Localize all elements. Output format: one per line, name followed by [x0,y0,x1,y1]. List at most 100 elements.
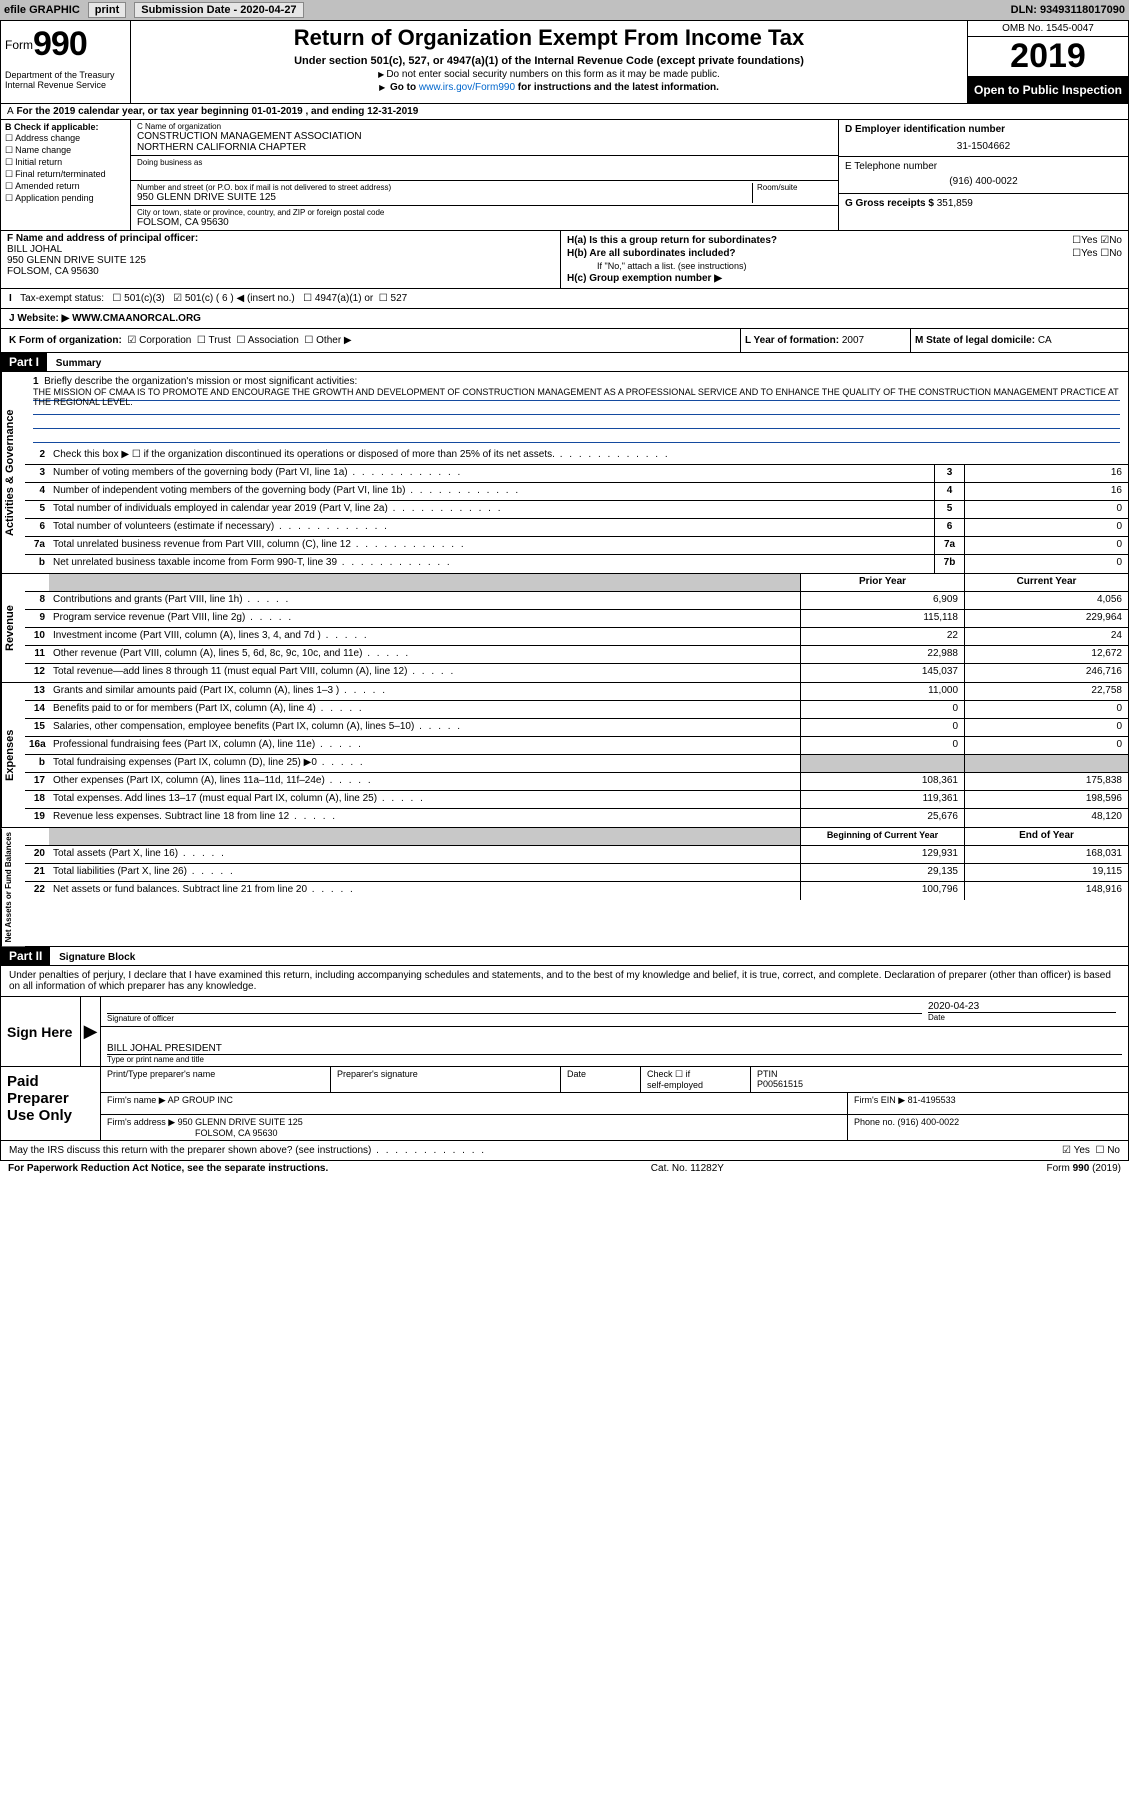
chk-assoc[interactable] [236,335,245,346]
dept-treasury: Department of the Treasury Internal Reve… [5,64,126,90]
fh-row: F Name and address of principal officer:… [1,231,1128,289]
dln: DLN: 93493118017090 [1011,4,1125,16]
table-row: 17Other expenses (Part IX, column (A), l… [25,773,1128,791]
gov-line: 6Total number of volunteers (estimate if… [25,519,1128,537]
hb-yes[interactable] [1072,248,1081,259]
discuss-yes[interactable] [1062,1145,1071,1156]
dba-block: Doing business as [131,156,838,181]
paid-preparer: Paid Preparer Use Only Print/Type prepar… [1,1066,1128,1141]
header-left: Form 990 Department of the Treasury Inte… [1,21,131,103]
hb-no[interactable] [1100,248,1109,259]
note-link: Go to www.irs.gov/Form990 for instructio… [135,82,963,93]
gov-line: bNet unrelated business taxable income f… [25,555,1128,573]
table-row: 9Program service revenue (Part VIII, lin… [25,610,1128,628]
table-row: 10Investment income (Part VIII, column (… [25,628,1128,646]
col-d: D Employer identification number 31-1504… [838,120,1128,230]
table-row: 11Other revenue (Part VIII, column (A), … [25,646,1128,664]
chk-corp[interactable] [127,335,136,346]
website-link[interactable]: WWW.CMAANORCAL.ORG [72,313,201,324]
mission-block: 1 Briefly describe the organization's mi… [25,372,1128,447]
chk-4947[interactable] [303,293,312,304]
table-row: 16aProfessional fundraising fees (Part I… [25,737,1128,755]
chk-trust[interactable] [197,335,206,346]
rev-section: Revenue Prior Year Current Year 8Contrib… [1,574,1128,683]
discuss-row: May the IRS discuss this return with the… [1,1141,1128,1160]
chk-amended[interactable]: Amended return [5,181,126,192]
footer: For Paperwork Reduction Act Notice, see … [0,1161,1129,1176]
side-net: Net Assets or Fund Balances [1,828,25,946]
sig-date: 2020-04-23 Date [922,999,1122,1024]
rev-header: Prior Year Current Year [25,574,1128,592]
line-a: A For the 2019 calendar year, or tax yea… [1,104,1128,120]
table-row: 21Total liabilities (Part X, line 26)29,… [25,864,1128,882]
table-row: 19Revenue less expenses. Subtract line 1… [25,809,1128,827]
chk-address[interactable]: Address change [5,133,126,144]
exp-section: Expenses 13Grants and similar amounts pa… [1,683,1128,828]
korg-row: K Form of organization: Corporation Trus… [1,329,1128,353]
form-title: Return of Organization Exempt From Incom… [135,25,963,51]
submission-date: Submission Date - 2020-04-27 [134,2,303,18]
chk-501c[interactable] [173,293,182,304]
irs-link[interactable]: www.irs.gov/Form990 [419,82,515,93]
tax-exempt-row: I Tax-exempt status: 501(c)(3) 501(c) ( … [1,289,1128,309]
part2-header: Part II Signature Block [1,947,1128,966]
chk-pending[interactable]: Application pending [5,193,126,204]
col-c: C Name of organization CONSTRUCTION MANA… [131,120,838,230]
gov-line: 2Check this box ▶ ☐ if the organization … [25,447,1128,465]
street-block: Number and street (or P.O. box if mail i… [131,181,838,206]
phone-block: E Telephone number (916) 400-0022 [839,157,1128,194]
table-row: 20Total assets (Part X, line 16)129,9311… [25,846,1128,864]
net-section: Net Assets or Fund Balances Beginning of… [1,828,1128,947]
chk-name[interactable]: Name change [5,145,126,156]
net-header: Beginning of Current Year End of Year [25,828,1128,846]
table-row: bTotal fundraising expenses (Part IX, co… [25,755,1128,773]
table-row: 18Total expenses. Add lines 13–17 (must … [25,791,1128,809]
tax-year: 2019 [968,37,1128,77]
form-number: 990 [33,25,87,64]
gross-block: G Gross receipts $ 351,859 [839,194,1128,230]
penalty-text: Under penalties of perjury, I declare th… [1,966,1128,996]
top-bar: efile GRAPHIC print Submission Date - 20… [0,0,1129,20]
chk-other[interactable] [304,335,313,346]
chk-initial[interactable]: Initial return [5,157,126,168]
gov-line: 3Number of voting members of the governi… [25,465,1128,483]
print-button[interactable]: print [88,2,126,18]
header-row: Form 990 Department of the Treasury Inte… [1,21,1128,104]
chk-527[interactable] [379,293,388,304]
table-row: 14Benefits paid to or for members (Part … [25,701,1128,719]
open-to-public: Open to Public Inspection [968,77,1128,103]
section-f: F Name and address of principal officer:… [1,231,561,288]
city-block: City or town, state or province, country… [131,206,838,230]
part1-header: Part I Summary [1,353,1128,372]
sign-arrow-icon: ▶ [81,997,101,1066]
form-word: Form [5,38,33,52]
discuss-no[interactable] [1095,1145,1104,1156]
gov-line: 4Number of independent voting members of… [25,483,1128,501]
gov-line: 5Total number of individuals employed in… [25,501,1128,519]
table-row: 15Salaries, other compensation, employee… [25,719,1128,737]
chk-501c3[interactable] [112,293,121,304]
table-row: 8Contributions and grants (Part VIII, li… [25,592,1128,610]
table-row: 12Total revenue—add lines 8 through 11 (… [25,664,1128,682]
gov-line: 7aTotal unrelated business revenue from … [25,537,1128,555]
header-right: OMB No. 1545-0047 2019 Open to Public In… [968,21,1128,103]
table-row: 22Net assets or fund balances. Subtract … [25,882,1128,900]
side-rev: Revenue [1,574,25,682]
org-name-block: C Name of organization CONSTRUCTION MANA… [131,120,838,156]
ha-no[interactable] [1100,235,1109,246]
section-h: H(a) Is this a group return for subordin… [561,231,1128,288]
side-exp: Expenses [1,683,25,827]
sign-here: Sign Here ▶ Signature of officer 2020-04… [1,996,1128,1066]
ein-block: D Employer identification number 31-1504… [839,120,1128,157]
header-mid: Return of Organization Exempt From Incom… [131,21,968,103]
ha-yes[interactable] [1072,235,1081,246]
chk-final[interactable]: Final return/terminated [5,169,126,180]
table-row: 13Grants and similar amounts paid (Part … [25,683,1128,701]
gov-section: Activities & Governance 1 Briefly descri… [1,372,1128,574]
omb-number: OMB No. 1545-0047 [968,21,1128,37]
website-row: J Website: ▶ WWW.CMAANORCAL.ORG [1,309,1128,329]
efile-label: efile GRAPHIC [4,4,80,16]
sig-typed: BILL JOHAL PRESIDENT Type or print name … [107,1029,1122,1064]
form-subtitle: Under section 501(c), 527, or 4947(a)(1)… [135,55,963,67]
note-ssn: Do not enter social security numbers on … [135,69,963,80]
